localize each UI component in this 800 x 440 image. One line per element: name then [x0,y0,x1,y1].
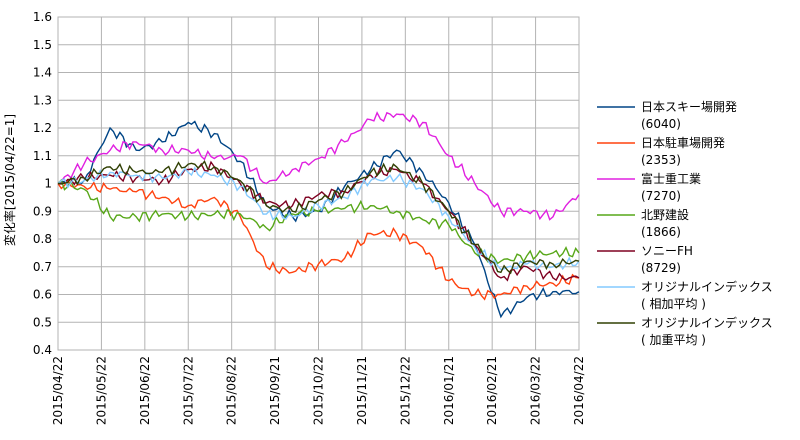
series-line-4 [57,160,580,282]
x-tick-label: 2015/06/22 [138,356,152,425]
series-line-1 [57,178,580,301]
legend-entry-code: (7270) [641,189,681,203]
x-tick-label: 2016/03/22 [529,356,543,425]
series-line-3 [57,178,580,265]
x-tick-label: 2015/05/22 [94,356,108,425]
x-tick-label: 2015/07/22 [181,356,195,425]
x-tick-label: 2015/10/22 [312,356,326,425]
y-tick-label: 0.6 [33,288,52,302]
series-line-2 [57,111,580,221]
y-tick-label: 0.9 [33,204,52,218]
legend-entry-name: 富士重工業 [641,171,701,186]
x-tick-label: 2015/09/21 [268,356,282,425]
x-tick-label: 2015/04/22 [51,356,65,425]
legend-entry-code: (8729) [641,261,681,275]
y-tick-label: 1.6 [33,10,52,24]
legend-entry-name: 日本スキー場開発 [641,100,737,114]
y-tick-label: 1 [44,177,52,191]
x-tick-label: 2016/02/21 [485,356,499,425]
legend-entry-name: オリジナルインデックス [641,279,773,294]
x-tick-label: 2015/12/22 [398,356,412,425]
x-tick-label: 2016/04/22 [572,356,586,425]
series-line-5 [57,166,580,271]
y-axis-label: 変化率[2015/04/22=1] [2,114,17,246]
y-tick-label: 0.4 [33,343,52,357]
legend: 日本スキー場開発 (6040) 日本駐車場開発 (2353) 富士重工業 (7270) 北野… [597,100,773,347]
y-tick-label: 0.7 [33,260,52,274]
legend-entry-code: ( 相加平均 ) [641,297,706,311]
legend-entry-code: (2353) [641,153,681,167]
legend-entry-code: (6040) [641,117,681,131]
y-tick-label: 1.1 [33,149,52,163]
x-tick-label: 2016/01/21 [442,356,456,425]
x-tick-label: 2015/08/22 [225,356,239,425]
y-tick-label: 1.5 [33,38,52,52]
legend-entry-name: オリジナルインデックス [641,315,773,330]
legend-entry-name: ソニーFH [641,244,693,258]
y-tick-label: 1.3 [33,93,52,107]
legend-entry-code: ( 加重平均 ) [641,333,706,347]
series-lines [57,111,580,319]
series-line-6 [58,160,580,275]
x-tick-label: 2015/11/21 [355,356,369,425]
y-tick-label: 1.2 [33,121,52,135]
axes: 0.4 0.5 0.6 0.7 0.8 0.9 1 1.1 1.2 1.3 1.4 1.5 1.6 201… [33,10,586,425]
y-tick-label: 1.4 [33,66,52,80]
legend-entry-name: 北野建設 [641,207,689,222]
y-tick-label: 0.5 [33,315,52,329]
legend-entry-name: 日本駐車場開発 [641,135,725,150]
grid [57,16,580,351]
y-tick-label: 0.8 [33,232,52,246]
legend-entry-code: (1866) [641,225,681,239]
